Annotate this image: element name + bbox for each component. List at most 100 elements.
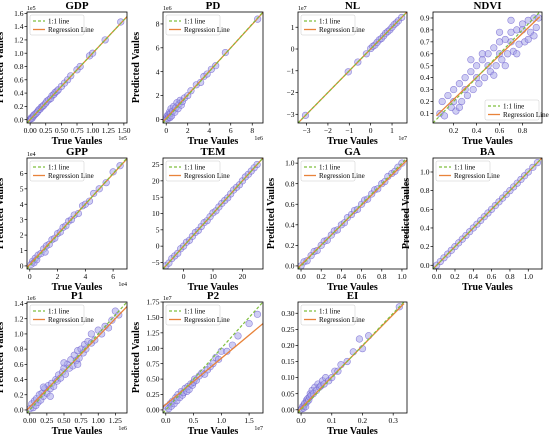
data-point [212, 62, 220, 70]
y-exponent: 1e7 [298, 6, 307, 12]
y-tick-label: 0.30 [281, 309, 294, 318]
x-tick-label: 0.4 [469, 272, 479, 281]
y-tick-label: 1.0 [420, 168, 430, 177]
data-point [234, 332, 242, 340]
data-point [117, 18, 125, 26]
data-point [74, 360, 82, 368]
x-tick-label: 0.5 [189, 416, 199, 425]
y-axis-label: Predicted Vaules [0, 322, 6, 393]
chart-title: EI [347, 290, 359, 302]
data-point [323, 236, 331, 244]
panel-p1: P1 0.00 0.25 0.50 0.75 1.00 1.25 0.0 0.2 0.4 0.6 0.… [0, 290, 128, 437]
y-tick-label: 0.25 [146, 390, 159, 399]
y-tick-label: 0.4 [420, 224, 430, 233]
legend-identity-label: 1:1 line [319, 307, 340, 315]
chart-title: GA [344, 146, 361, 158]
y-tick-label: 0.2 [420, 97, 430, 106]
y-tick-label: 4 [156, 67, 160, 76]
x-tick-label: 0.00 [24, 126, 37, 135]
legend-regression-label: Regression Line [319, 316, 365, 324]
y-axis-label: Predicted Vaules [0, 32, 6, 103]
panel-ba: BA 0.0 0.2 0.4 0.6 0.8 1.0 0.0 0.2 0.4 0.6 0.8 1.0 Tr… [401, 146, 543, 293]
x-tick-label: 0.25 [39, 126, 52, 135]
x-tick-label: 1.0 [397, 272, 407, 281]
y-exponent: 1e6 [27, 296, 36, 302]
legend-regression-label: Regression Line [319, 172, 365, 180]
chart-title: GDP [65, 0, 89, 12]
x-tick-label: 2 [186, 126, 190, 135]
axes-frame [432, 11, 543, 124]
panel-gdp: GDP 0.00 0.25 0.50 0.75 1.00 1.25 1.50 0.0 0.2 0.4… [0, 0, 131, 147]
y-tick-label: 0.0 [14, 406, 24, 415]
chart-title: TEM [200, 146, 226, 158]
data-point [438, 97, 446, 106]
y-tick-label: 0.4 [14, 89, 24, 98]
x-tick-label: 0.50 [57, 416, 70, 425]
legend-regression-label: Regression Line [48, 316, 94, 324]
y-tick-label: 0.8 [14, 62, 24, 71]
x-exponent: 1e6 [254, 136, 263, 142]
legend-regression-label: Regression Line [48, 26, 94, 34]
x-tick-label: 0.2 [317, 272, 327, 281]
y-tick-label: 0.00 [281, 405, 294, 414]
x-tick-label: 6 [229, 126, 233, 135]
data-point [501, 62, 509, 70]
x-tick-label: 0.2 [450, 272, 460, 281]
y-tick-label: 0.6 [14, 360, 24, 369]
y-tick-label: 5 [156, 225, 160, 234]
data-point [90, 189, 98, 198]
plot-area [163, 302, 263, 413]
x-axis-label: True Vaules [188, 282, 239, 293]
legend-identity-label: 1:1 line [184, 163, 205, 171]
y-tick-label: 20 [152, 176, 160, 185]
data-point [444, 91, 452, 100]
data-point [245, 319, 253, 328]
data-point [518, 20, 527, 28]
data-point [532, 23, 540, 32]
regression-line [27, 306, 127, 411]
y-tick-label: 0 [156, 115, 160, 124]
chart-title: P2 [207, 290, 220, 302]
y-tick-label: 15 [152, 193, 160, 202]
x-tick-label: 6 [111, 272, 115, 281]
data-point [209, 360, 217, 368]
regression-line [27, 158, 127, 268]
y-exponent: 1e7 [163, 296, 172, 302]
x-tick-label: −1 [345, 126, 353, 135]
x-tick-label: 0.75 [75, 416, 88, 425]
legend-regression-label: Regression Line [48, 172, 94, 180]
data-point [498, 56, 506, 64]
regression-line [163, 158, 263, 269]
y-tick-label: 0 [156, 242, 160, 251]
y-tick-label: 1.0 [14, 49, 24, 58]
x-tick-label: 1.00 [86, 126, 99, 135]
data-point [333, 226, 341, 234]
data-point [313, 246, 321, 255]
x-axis-label: True Vaules [327, 282, 378, 293]
plot-area [433, 158, 542, 269]
data-point [214, 355, 223, 363]
x-axis-label: True Vaules [462, 282, 513, 293]
identity-line [433, 12, 541, 123]
data-point [253, 310, 262, 318]
y-tick-label: 1.2 [14, 36, 24, 45]
y-tick-label: 1.0 [285, 159, 295, 168]
plot-area [433, 12, 542, 123]
identity-line [298, 302, 405, 413]
data-point [473, 62, 481, 70]
x-tick-label: 0.0 [161, 416, 171, 425]
x-axis-label: True Vaules [52, 136, 103, 147]
y-tick-label: −2 [287, 88, 295, 97]
data-point [478, 50, 486, 58]
y-tick-label: 2 [156, 91, 160, 100]
data-point [85, 197, 94, 205]
x-tick-label: 0.4 [472, 126, 482, 135]
x-tick-label: 1.5 [244, 416, 254, 425]
panel-nl: NL −3 −2 −1 0 1 −3 −2 −1 0 1 1e7 1e7 True Vaules 1:1 l… [287, 0, 408, 147]
